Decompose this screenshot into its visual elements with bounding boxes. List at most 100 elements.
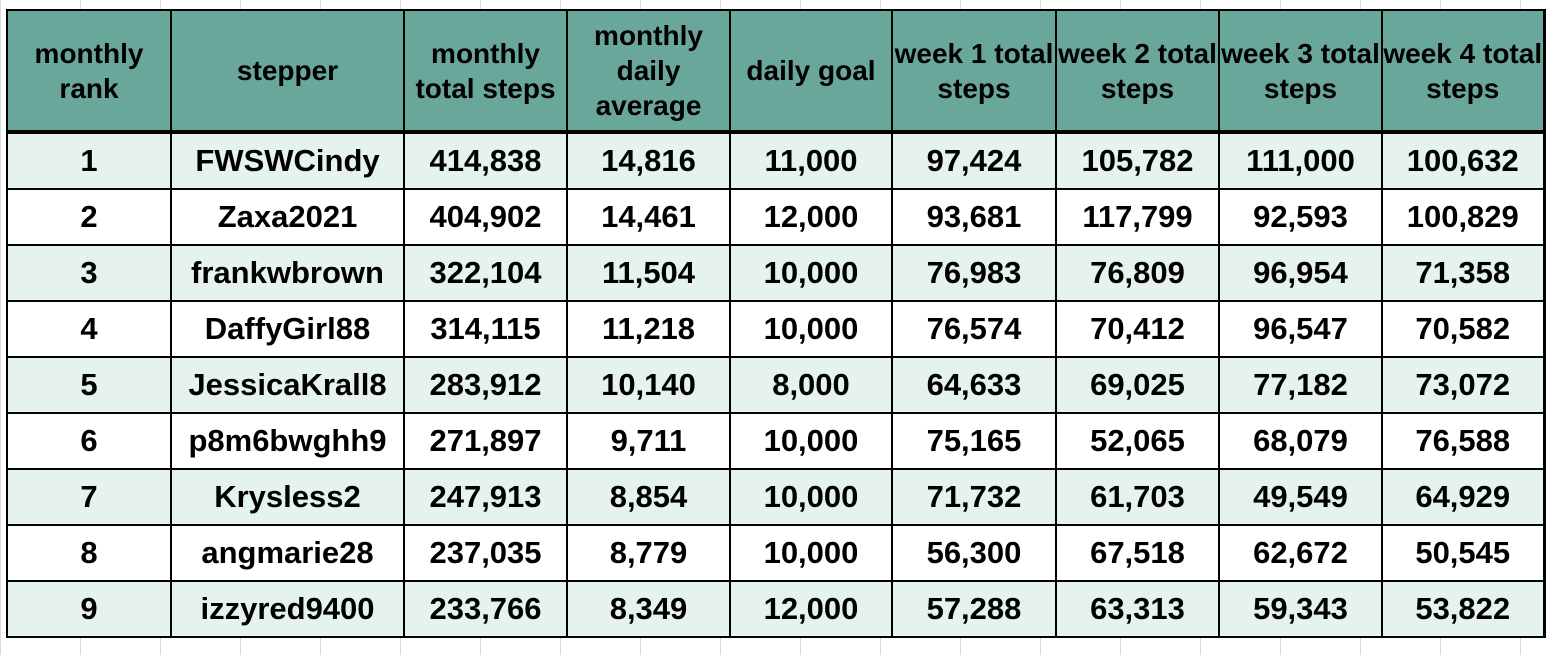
table-cell[interactable]: 3 xyxy=(6,244,172,302)
table-cell[interactable]: 9,711 xyxy=(566,412,731,470)
table-cell[interactable]: 76,574 xyxy=(891,300,1057,358)
table-cell[interactable]: 76,588 xyxy=(1381,412,1546,470)
table-cell[interactable]: 96,954 xyxy=(1218,244,1383,302)
table-cell[interactable]: 7 xyxy=(6,468,172,526)
table-row: 9 izzyred9400 233,766 8,349 12,000 57,288 63,3… xyxy=(6,580,1546,638)
table-cell[interactable]: 10,000 xyxy=(729,412,893,470)
table-cell[interactable]: 75,165 xyxy=(891,412,1057,470)
table-cell[interactable]: 68,079 xyxy=(1218,412,1383,470)
table-row: 4 DaffyGirl88 314,115 11,218 10,000 76,574 70,… xyxy=(6,300,1546,358)
table-cell[interactable]: 49,549 xyxy=(1218,468,1383,526)
table-row: 2 Zaxa2021 404,902 14,461 12,000 93,681 117,79… xyxy=(6,188,1546,246)
table-cell[interactable]: Zaxa2021 xyxy=(170,188,405,246)
table-cell[interactable]: 96,547 xyxy=(1218,300,1383,358)
table-cell[interactable]: frankwbrown xyxy=(170,244,405,302)
table-cell[interactable]: 76,809 xyxy=(1055,244,1220,302)
table-cell[interactable]: p8m6bwghh9 xyxy=(170,412,405,470)
table-cell[interactable]: 10,000 xyxy=(729,244,893,302)
table-cell[interactable]: 12,000 xyxy=(729,580,893,638)
table-cell[interactable]: 73,072 xyxy=(1381,356,1546,414)
table-cell[interactable]: Krysless2 xyxy=(170,468,405,526)
table-cell[interactable]: 247,913 xyxy=(403,468,568,526)
column-header[interactable]: monthly total steps xyxy=(403,9,568,134)
table-cell[interactable]: 59,343 xyxy=(1218,580,1383,638)
table-cell[interactable]: 70,582 xyxy=(1381,300,1546,358)
table-cell[interactable]: 69,025 xyxy=(1055,356,1220,414)
column-header[interactable]: week 4 total steps xyxy=(1381,9,1546,134)
table-cell[interactable]: 93,681 xyxy=(891,188,1057,246)
table-row: 5 JessicaKrall8 283,912 10,140 8,000 64,633 69… xyxy=(6,356,1546,414)
table-cell[interactable]: 52,065 xyxy=(1055,412,1220,470)
table-cell[interactable]: 8,854 xyxy=(566,468,731,526)
table-cell[interactable]: DaffyGirl88 xyxy=(170,300,405,358)
table-cell[interactable]: 6 xyxy=(6,412,172,470)
table-cell[interactable]: 237,035 xyxy=(403,524,568,582)
table-cell[interactable]: 283,912 xyxy=(403,356,568,414)
table-cell[interactable]: 50,545 xyxy=(1381,524,1546,582)
table-cell[interactable]: 100,632 xyxy=(1381,131,1546,190)
table-cell[interactable]: 56,300 xyxy=(891,524,1057,582)
table-cell[interactable]: 12,000 xyxy=(729,188,893,246)
column-header[interactable]: week 2 total steps xyxy=(1055,9,1220,134)
table-cell[interactable]: 10,000 xyxy=(729,300,893,358)
table-cell[interactable]: angmarie28 xyxy=(170,524,405,582)
table-cell[interactable]: 70,412 xyxy=(1055,300,1220,358)
column-header[interactable]: monthly daily average xyxy=(566,9,731,134)
table-cell[interactable]: 2 xyxy=(6,188,172,246)
table-cell[interactable]: 92,593 xyxy=(1218,188,1383,246)
column-header[interactable]: daily goal xyxy=(729,9,893,134)
table-cell[interactable]: 233,766 xyxy=(403,580,568,638)
table-cell[interactable]: 53,822 xyxy=(1381,580,1546,638)
table-row: 8 angmarie28 237,035 8,779 10,000 56,300 67,51… xyxy=(6,524,1546,582)
table-cell[interactable]: 8,779 xyxy=(566,524,731,582)
table-cell[interactable]: 271,897 xyxy=(403,412,568,470)
table-cell[interactable]: 5 xyxy=(6,356,172,414)
column-header[interactable]: week 1 total steps xyxy=(891,9,1057,134)
table-cell[interactable]: 117,799 xyxy=(1055,188,1220,246)
table-row: 3 frankwbrown 322,104 11,504 10,000 76,983 76,… xyxy=(6,244,1546,302)
table-cell[interactable]: 1 xyxy=(6,131,172,190)
table-cell[interactable]: 8,000 xyxy=(729,356,893,414)
table-cell[interactable]: 11,218 xyxy=(566,300,731,358)
table-cell[interactable]: 314,115 xyxy=(403,300,568,358)
table-cell[interactable]: 9 xyxy=(6,580,172,638)
table-cell[interactable]: JessicaKrall8 xyxy=(170,356,405,414)
column-header[interactable]: stepper xyxy=(170,9,405,134)
table-cell[interactable]: 105,782 xyxy=(1055,131,1220,190)
table-cell[interactable]: 10,140 xyxy=(566,356,731,414)
table-cell[interactable]: 8 xyxy=(6,524,172,582)
table-cell[interactable]: izzyred9400 xyxy=(170,580,405,638)
steps-table: monthly rank stepper monthly total steps mo… xyxy=(6,9,1546,638)
column-header[interactable]: monthly rank xyxy=(6,9,172,134)
table-cell[interactable]: 61,703 xyxy=(1055,468,1220,526)
table-cell[interactable]: 64,929 xyxy=(1381,468,1546,526)
table-row: 7 Krysless2 247,913 8,854 10,000 71,732 61,703… xyxy=(6,468,1546,526)
header-row: monthly rank stepper monthly total steps mo… xyxy=(6,9,1546,134)
table-cell[interactable]: 10,000 xyxy=(729,468,893,526)
table-cell[interactable]: 64,633 xyxy=(891,356,1057,414)
table-cell[interactable]: 71,732 xyxy=(891,468,1057,526)
table-cell[interactable]: 67,518 xyxy=(1055,524,1220,582)
table-cell[interactable]: FWSWCindy xyxy=(170,131,405,190)
table-cell[interactable]: 10,000 xyxy=(729,524,893,582)
table-cell[interactable]: 97,424 xyxy=(891,131,1057,190)
column-header[interactable]: week 3 total steps xyxy=(1218,9,1383,134)
table-row: 6 p8m6bwghh9 271,897 9,711 10,000 75,165 52,06… xyxy=(6,412,1546,470)
table-cell[interactable]: 76,983 xyxy=(891,244,1057,302)
table-cell[interactable]: 57,288 xyxy=(891,580,1057,638)
table-cell[interactable]: 4 xyxy=(6,300,172,358)
table-cell[interactable]: 14,461 xyxy=(566,188,731,246)
table-cell[interactable]: 14,816 xyxy=(566,131,731,190)
table-cell[interactable]: 11,504 xyxy=(566,244,731,302)
table-cell[interactable]: 100,829 xyxy=(1381,188,1546,246)
table-cell[interactable]: 111,000 xyxy=(1218,131,1383,190)
table-cell[interactable]: 77,182 xyxy=(1218,356,1383,414)
table-cell[interactable]: 71,358 xyxy=(1381,244,1546,302)
table-cell[interactable]: 62,672 xyxy=(1218,524,1383,582)
table-cell[interactable]: 8,349 xyxy=(566,580,731,638)
table-cell[interactable]: 322,104 xyxy=(403,244,568,302)
table-cell[interactable]: 11,000 xyxy=(729,131,893,190)
table-cell[interactable]: 63,313 xyxy=(1055,580,1220,638)
table-cell[interactable]: 414,838 xyxy=(403,131,568,190)
table-cell[interactable]: 404,902 xyxy=(403,188,568,246)
